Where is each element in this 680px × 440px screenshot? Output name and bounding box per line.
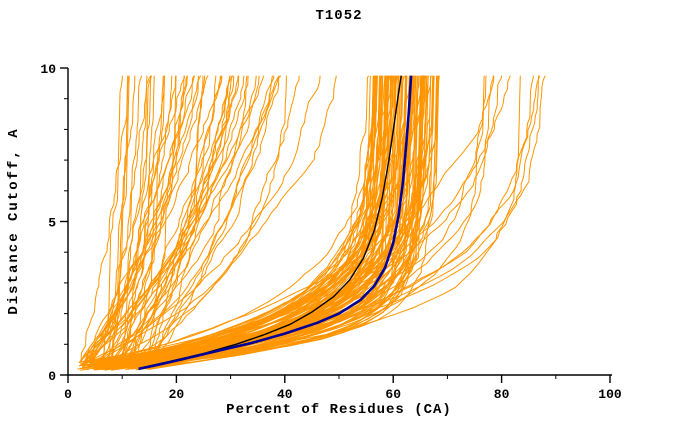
x-axis-label: Percent of Residues (CA) [226,402,452,418]
x-tick-label: 0 [64,387,72,402]
axes: 0 20 40 60 80 100 0 5 10 [40,62,622,402]
ensemble-curves [77,75,546,371]
x-tick-label: 60 [385,387,401,402]
x-tick-label: 100 [598,387,622,402]
x-tick-label: 80 [494,387,510,402]
y-tick-label: 5 [48,216,56,231]
y-tick-label: 0 [48,369,56,384]
highlight-curve-black [143,75,402,368]
chart-title: T1052 [315,8,363,24]
y-tick-label: 10 [40,62,56,77]
x-tick-label: 20 [169,387,185,402]
x-tick-label: 40 [277,387,293,402]
highlight-curve-navy [138,75,413,371]
